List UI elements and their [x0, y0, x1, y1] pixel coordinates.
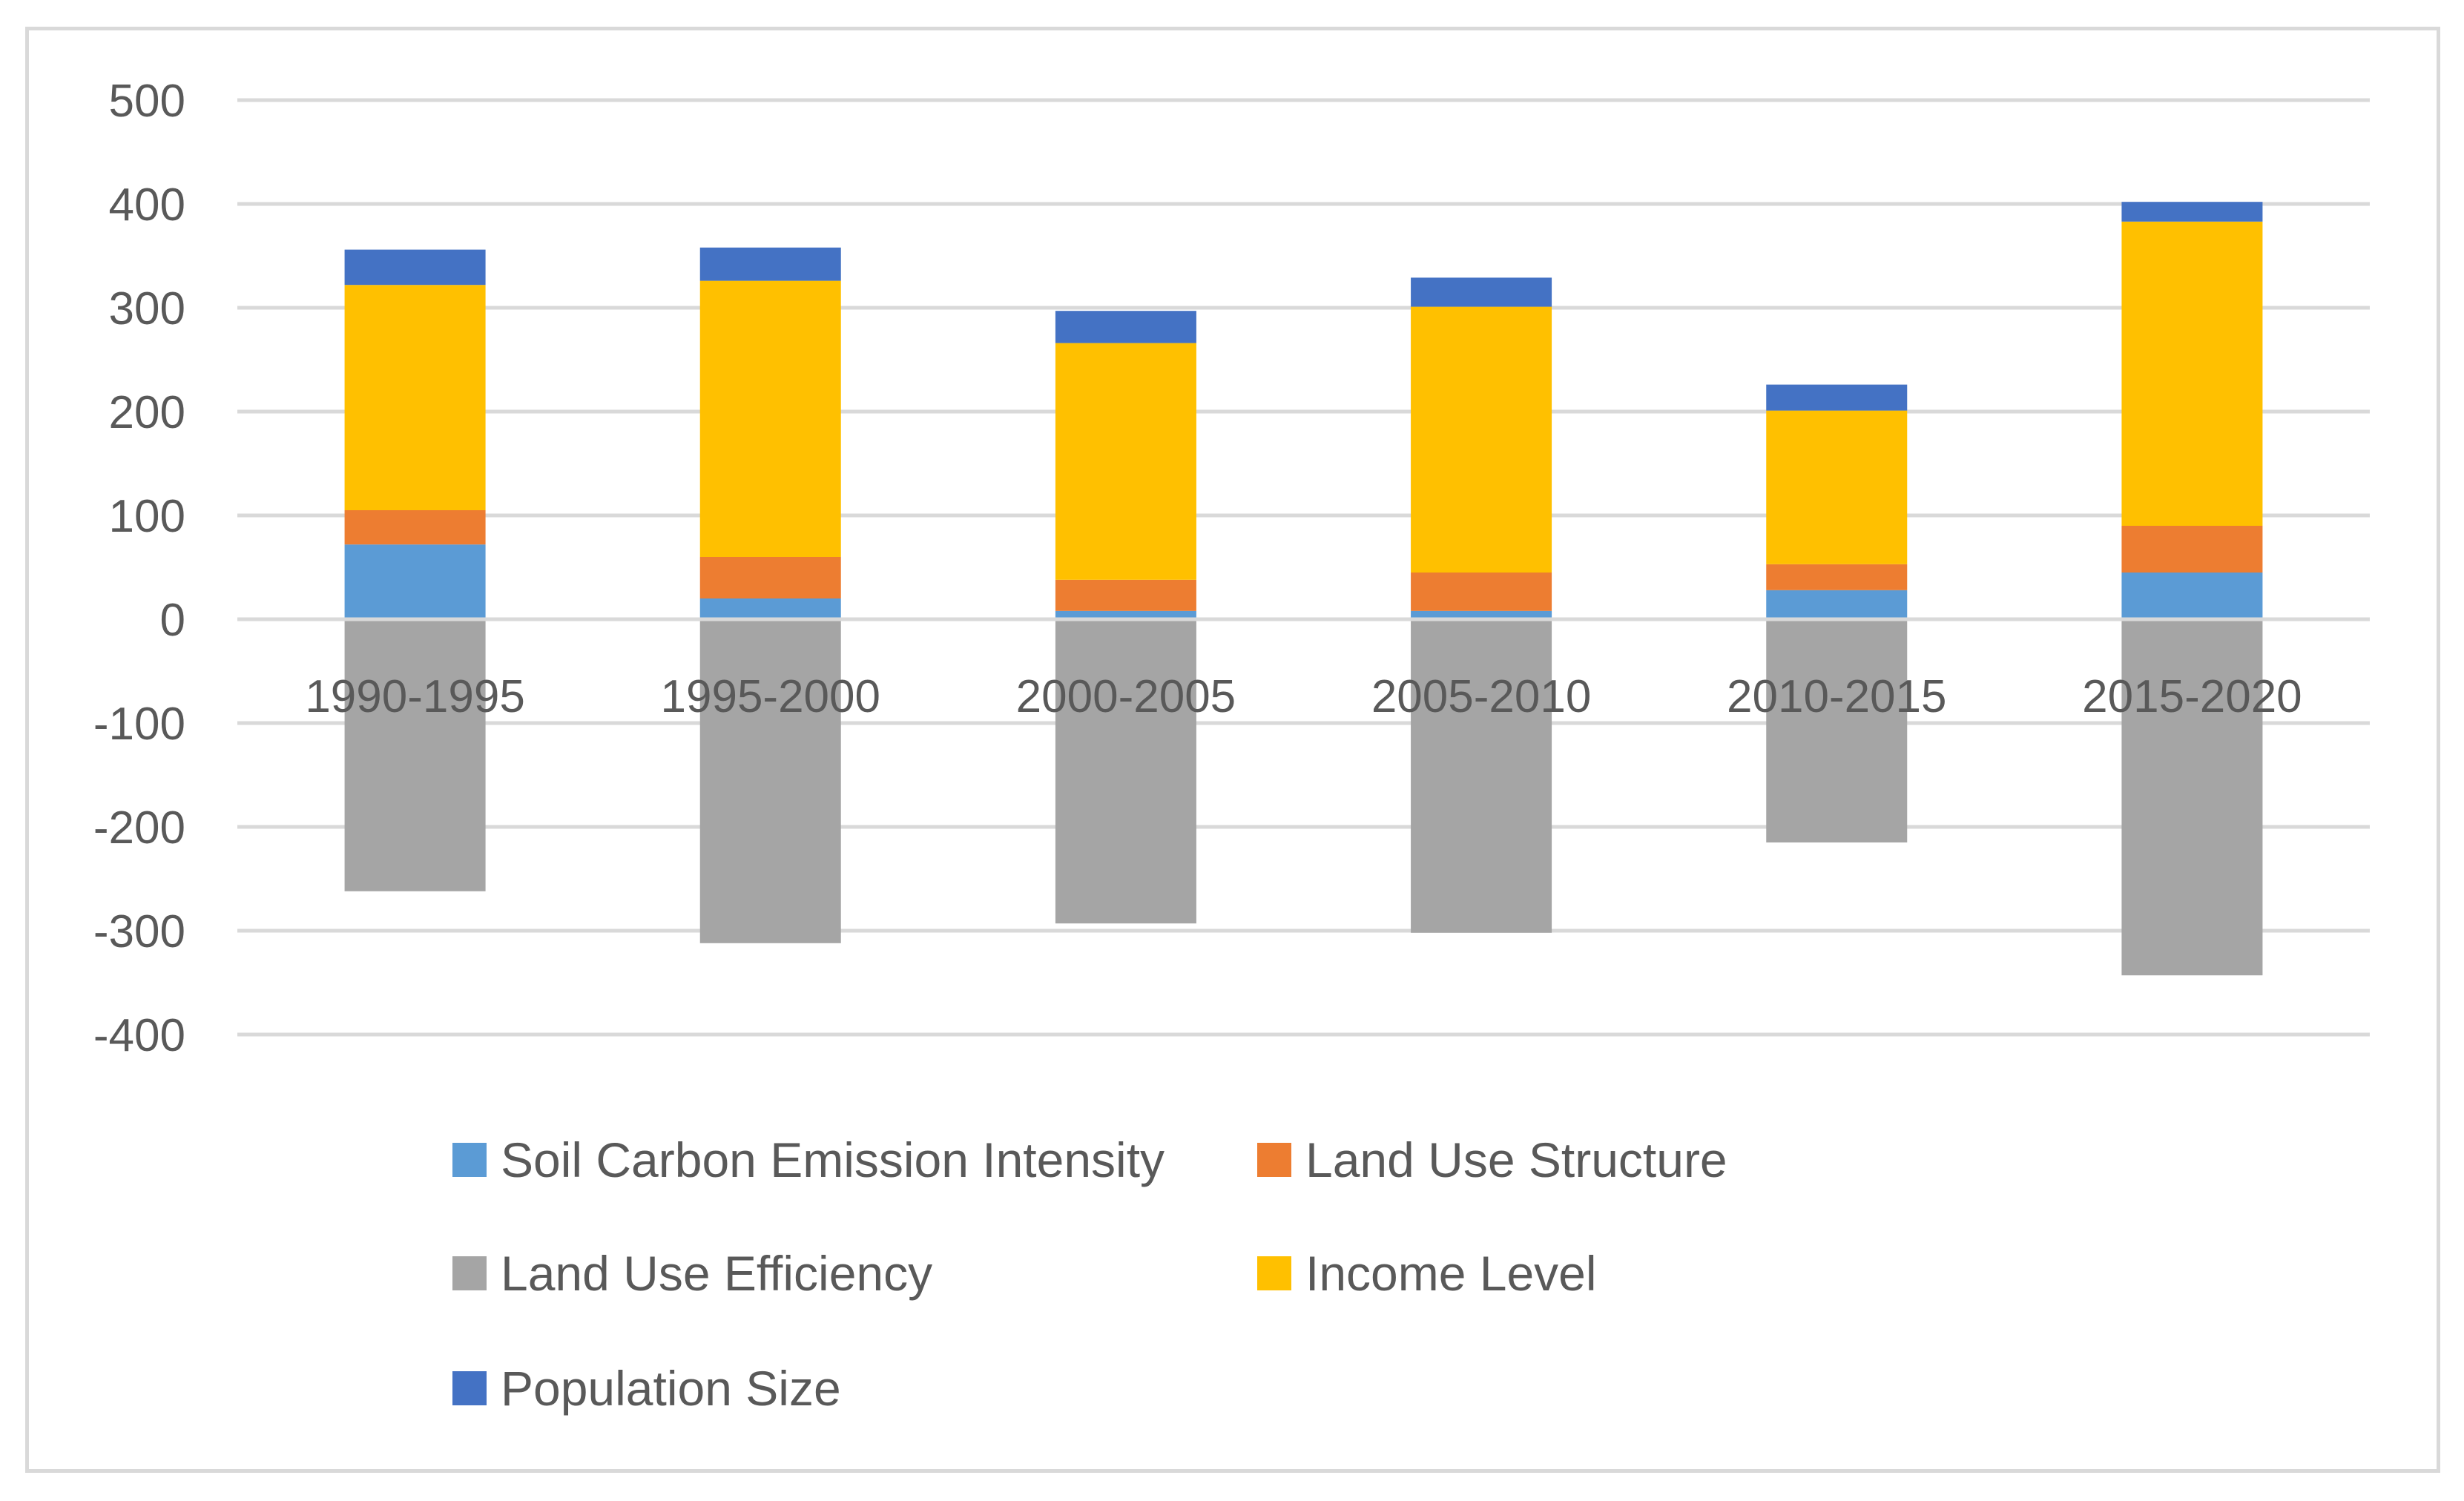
y-tick-label: -400 — [93, 1010, 185, 1061]
y-tick-label: 100 — [109, 491, 185, 542]
legend-swatch — [452, 1143, 487, 1177]
legend-swatch — [452, 1256, 487, 1290]
bar-segment — [1766, 619, 1908, 842]
bar-segment — [1411, 610, 1552, 619]
legend-label: Soil Carbon Emission Intensity — [501, 1132, 1165, 1187]
x-tick-label: 2000-2005 — [1016, 671, 1236, 722]
bar-segment — [344, 510, 486, 545]
legend: Soil Carbon Emission Intensity Land Use S… — [452, 1132, 1727, 1416]
bar-segment — [699, 247, 841, 281]
x-tick-label: 2010-2015 — [1727, 671, 1947, 722]
y-tick-label: 400 — [109, 179, 185, 231]
bar-segment — [1766, 384, 1908, 411]
bar-segment — [2121, 202, 2263, 222]
y-tick-label: -100 — [93, 699, 185, 750]
bar-segment — [1411, 573, 1552, 611]
x-tick-label: 1990-1995 — [305, 671, 525, 722]
bar-segment — [699, 557, 841, 598]
y-tick-label: 500 — [109, 76, 185, 127]
bar-segment — [1411, 619, 1552, 933]
y-tick-label: -300 — [93, 906, 185, 957]
bar-segment — [1055, 579, 1196, 611]
y-tick-label: -200 — [93, 802, 185, 854]
bar-segment — [344, 619, 486, 891]
legend-label: Income Level — [1305, 1246, 1597, 1301]
bar-segment — [1766, 410, 1908, 564]
bar-segment — [699, 598, 841, 619]
bar-segment — [1411, 277, 1552, 307]
bar-segment — [2121, 619, 2263, 976]
legend-label: Land Use Structure — [1305, 1132, 1727, 1187]
bar-segment — [344, 544, 486, 619]
legend-label: Population Size — [501, 1361, 841, 1416]
bars — [237, 202, 2370, 976]
x-tick-label: 2005-2010 — [1371, 671, 1592, 722]
bar-segment — [699, 619, 841, 943]
bar-segment — [2121, 526, 2263, 573]
legend-swatch — [1257, 1143, 1291, 1177]
bar-segment — [1055, 311, 1196, 343]
x-tick-label: 1995-2000 — [661, 671, 881, 722]
gridlines — [237, 98, 2370, 1037]
bar-segment — [344, 249, 486, 286]
y-axis-ticks: 500 400 300 200 100 0 -100 -200 -300 -400 — [93, 76, 185, 1061]
legend-swatch — [1257, 1256, 1291, 1290]
bar-segment — [344, 285, 486, 510]
bar-segment — [1055, 619, 1196, 924]
y-tick-label: 200 — [109, 387, 185, 438]
bar-segment — [1055, 610, 1196, 619]
y-tick-label: 300 — [109, 283, 185, 334]
bar-segment — [2121, 573, 2263, 619]
legend-swatch — [452, 1371, 487, 1405]
x-axis-ticks: 1990-1995 1995-2000 2000-2005 2005-2010 2010… — [305, 671, 2302, 722]
x-tick-label: 2015-2020 — [2082, 671, 2302, 722]
bar-segment — [1766, 564, 1908, 590]
bar-segment — [1055, 343, 1196, 580]
bar-segment — [1411, 306, 1552, 573]
bar-segment — [699, 280, 841, 557]
legend-label: Land Use Efficiency — [501, 1246, 932, 1301]
bar-segment — [2121, 221, 2263, 526]
bar-segment — [1766, 590, 1908, 619]
y-tick-label: 0 — [160, 595, 185, 646]
